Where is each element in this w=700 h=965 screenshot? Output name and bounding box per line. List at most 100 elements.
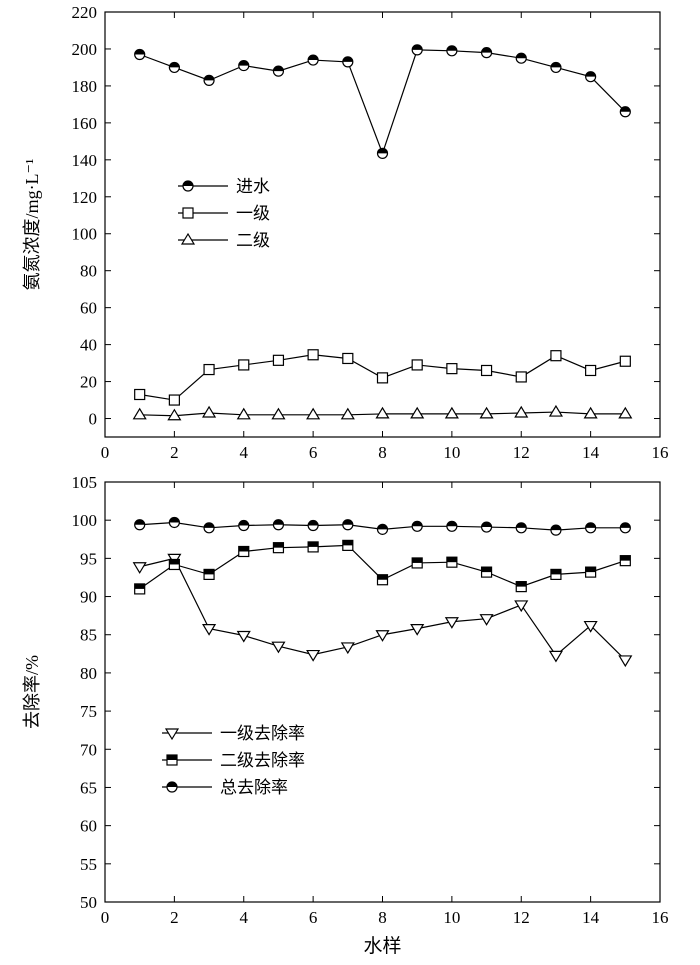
data-point-outline: [480, 364, 493, 377]
data-point: [307, 519, 319, 532]
data-point: [272, 542, 285, 554]
data-point-fill: [550, 525, 561, 531]
data-point: [411, 520, 423, 532]
data-point: [376, 147, 389, 159]
data-point-outline: [444, 406, 459, 419]
data-point: [550, 350, 562, 362]
data-point-outline: [132, 407, 147, 420]
y-tick-label: 65: [80, 778, 97, 797]
legend-marker: [180, 232, 196, 245]
data-point: [446, 556, 458, 568]
data-point: [585, 71, 597, 83]
data-point-outline: [550, 350, 562, 362]
y-tick-label: 140: [72, 151, 98, 170]
x-tick-label: 12: [513, 443, 530, 462]
data-point-outline: [271, 641, 286, 654]
data-point-outline: [340, 407, 355, 420]
data-point: [272, 354, 285, 366]
legend-item: 二级: [178, 231, 270, 250]
data-point: [340, 407, 355, 420]
legend-label: 二级: [236, 231, 270, 250]
data-point-fill: [481, 567, 492, 573]
data-point: [548, 404, 563, 417]
data-point: [619, 522, 631, 534]
data-point-outline: [515, 371, 527, 383]
data-point-outline: [272, 354, 285, 366]
data-point-fill: [585, 522, 596, 528]
x-tick-label: 2: [170, 443, 179, 462]
data-point: [236, 630, 251, 643]
data-point: [619, 555, 631, 567]
data-point: [307, 541, 319, 553]
data-point-fill: [620, 522, 631, 528]
data-point-fill: [308, 520, 319, 526]
x-tick-label: 2: [170, 908, 179, 927]
data-point: [203, 568, 215, 581]
data-point-outline: [238, 359, 250, 371]
data-point: [480, 364, 493, 377]
y-tick-label: 0: [89, 410, 98, 429]
legend-item: 一级: [178, 204, 270, 223]
legend-marker: [164, 728, 180, 741]
y-axis-label: 氨氮浓度/mg·L⁻¹: [22, 159, 42, 291]
data-point: [342, 519, 354, 531]
data-point: [515, 522, 527, 534]
data-point-outline: [168, 394, 180, 406]
data-point: [238, 519, 250, 532]
data-point: [203, 363, 215, 376]
data-point-fill: [169, 559, 180, 565]
y-tick-label: 85: [80, 626, 97, 645]
legend-item: 总去除率: [162, 778, 288, 797]
legend-label: 一级: [236, 204, 270, 223]
data-point-fill: [238, 60, 249, 66]
data-point: [203, 522, 215, 534]
data-point-outline: [548, 650, 563, 663]
y-tick-label: 55: [80, 855, 97, 874]
data-point-fill: [446, 45, 457, 51]
data-point: [134, 519, 146, 531]
data-point-fill: [273, 542, 284, 548]
y-tick-label: 100: [72, 511, 98, 530]
legend-label: 二级去除率: [220, 751, 305, 770]
data-point: [236, 407, 251, 420]
data-point-fill: [273, 519, 284, 525]
data-point: [411, 557, 423, 569]
data-point-fill: [134, 519, 145, 525]
y-tick-label: 40: [80, 336, 97, 355]
x-tick-label: 16: [652, 443, 669, 462]
x-tick-label: 14: [582, 908, 600, 927]
x-tick-label: 6: [309, 908, 318, 927]
data-point-outline: [340, 642, 355, 655]
data-point-outline: [479, 614, 494, 626]
y-tick-label: 50: [80, 893, 97, 912]
data-point-outline: [306, 649, 321, 662]
data-point-fill: [273, 66, 284, 72]
data-point-outline: [167, 408, 182, 421]
data-point-outline: [411, 359, 423, 371]
y-tick-label: 100: [72, 225, 98, 244]
data-point: [583, 620, 598, 633]
x-axis-label: 水样: [363, 935, 401, 957]
data-point: [375, 406, 390, 419]
data-point-fill: [620, 555, 631, 561]
data-point: [238, 359, 250, 371]
data-point-fill: [412, 557, 423, 563]
legend-item: 二级去除率: [162, 751, 305, 770]
data-point: [167, 408, 182, 421]
data-point: [272, 65, 285, 77]
x-tick-label: 4: [240, 908, 249, 927]
data-point-outline: [132, 562, 147, 574]
data-point-fill: [516, 522, 527, 528]
data-point: [203, 74, 215, 86]
data-point-outline: [342, 352, 354, 365]
data-point: [340, 642, 355, 655]
data-point-fill: [342, 56, 353, 62]
data-point-fill: [169, 62, 180, 68]
data-point: [134, 583, 146, 595]
data-point-fill: [134, 583, 145, 589]
data-point: [238, 59, 250, 72]
x-tick-label: 8: [378, 443, 387, 462]
legend-item: 一级去除率: [162, 724, 305, 743]
x-tick-label: 16: [652, 908, 669, 927]
data-point: [376, 372, 389, 384]
